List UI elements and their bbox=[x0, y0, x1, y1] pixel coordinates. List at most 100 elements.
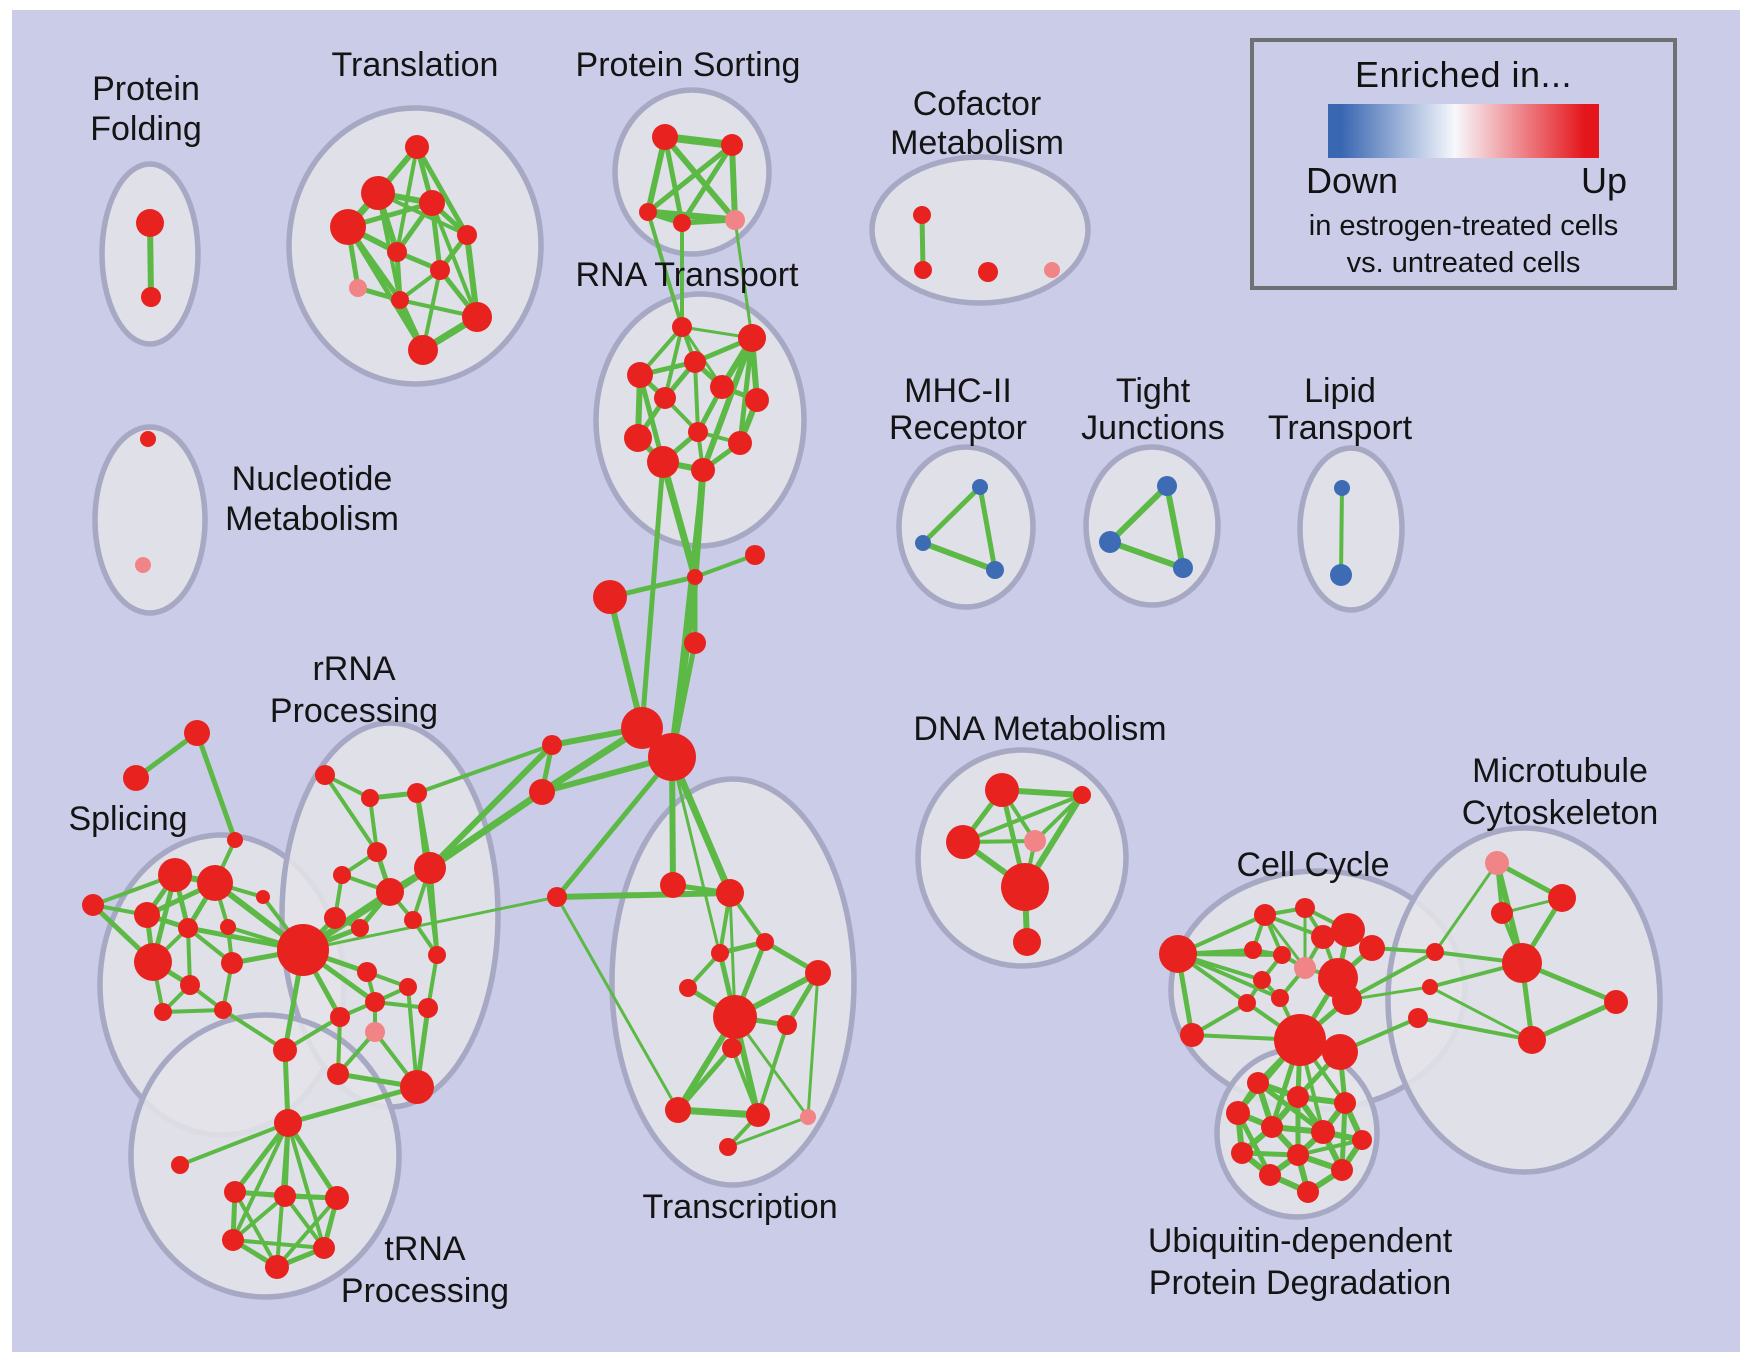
edge-u0-u1 bbox=[1107, 483, 1170, 545]
cluster-label-trna-processing: Processing bbox=[341, 1272, 509, 1310]
cluster-label-translation: Translation bbox=[332, 46, 499, 84]
node-v0 bbox=[1426, 943, 1444, 961]
node-s7 bbox=[178, 918, 198, 938]
node-r6 bbox=[745, 388, 769, 412]
node-k15 bbox=[1322, 1034, 1358, 1070]
node-t9 bbox=[462, 302, 492, 332]
node-RH bbox=[277, 924, 329, 976]
edge-d1-d2 bbox=[961, 793, 1084, 844]
edge-t0-t4 bbox=[414, 144, 470, 238]
cluster-label-mhc-ii-receptor: Receptor bbox=[889, 409, 1027, 447]
node-u0 bbox=[1157, 476, 1177, 496]
edge-n2-n7 bbox=[233, 1190, 279, 1269]
edge-r0-r5 bbox=[663, 325, 684, 400]
node-g13 bbox=[365, 992, 385, 1012]
cluster-label-tight-junctions: Tight bbox=[1116, 372, 1191, 410]
node-r9 bbox=[728, 431, 752, 455]
node-s1 bbox=[123, 765, 149, 791]
cluster-label-microtubule-cytoskeleton: Cytoskeleton bbox=[1462, 794, 1659, 832]
node-s0 bbox=[184, 720, 210, 746]
edge-q0-g5 bbox=[427, 742, 555, 871]
legend-title: Enriched in... bbox=[1354, 54, 1573, 95]
node-m1 bbox=[593, 580, 627, 614]
cluster-label-cofactor-metabolism: Metabolism bbox=[890, 124, 1064, 162]
node-ub8 bbox=[1287, 1144, 1309, 1166]
node-x0 bbox=[660, 872, 686, 898]
edge-n0-n2 bbox=[232, 1120, 291, 1195]
node-nm0 bbox=[140, 431, 156, 447]
node-x10 bbox=[746, 1103, 770, 1127]
node-g6 bbox=[376, 878, 404, 906]
node-s8 bbox=[220, 919, 236, 935]
node-q0 bbox=[542, 735, 562, 755]
node-k3 bbox=[1295, 898, 1315, 918]
edge-s0-s2 bbox=[194, 730, 238, 843]
cluster-label-trna-processing: tRNA bbox=[384, 1230, 466, 1268]
cluster-lipid-transport bbox=[1297, 445, 1405, 613]
node-v1 bbox=[1422, 979, 1438, 995]
node-H2 bbox=[648, 733, 696, 781]
node-r4 bbox=[710, 375, 734, 399]
edge-l0-l1 bbox=[1339, 486, 1344, 577]
cluster-label-lipid-transport: Transport bbox=[1268, 409, 1413, 447]
node-k7 bbox=[1273, 946, 1291, 964]
node-s14 bbox=[256, 890, 270, 904]
node-t1 bbox=[361, 176, 395, 210]
node-m0 bbox=[745, 545, 765, 565]
node-s9 bbox=[134, 943, 172, 981]
node-n3 bbox=[274, 1185, 296, 1207]
cluster-label-tight-junctions: Junctions bbox=[1081, 409, 1225, 447]
edge-n0-n6 bbox=[286, 1121, 326, 1250]
edge-h0-h1 bbox=[920, 484, 983, 546]
node-g8 bbox=[351, 919, 369, 937]
node-t10 bbox=[408, 335, 438, 365]
edge-r10-j0 bbox=[659, 458, 699, 581]
node-n5 bbox=[222, 1229, 244, 1251]
node-t8 bbox=[391, 291, 409, 309]
edge-s12-n8 bbox=[221, 1008, 287, 1052]
node-ub10 bbox=[1331, 1159, 1353, 1181]
node-x8 bbox=[722, 1038, 742, 1058]
node-r8 bbox=[624, 424, 652, 452]
edge-u0-u2 bbox=[1164, 483, 1186, 571]
edge-w0-H2 bbox=[554, 754, 675, 900]
node-d4 bbox=[1001, 863, 1049, 911]
node-g16 bbox=[418, 998, 438, 1018]
edge-mt4-mt5 bbox=[1529, 999, 1619, 1043]
node-r5 bbox=[654, 387, 676, 409]
edge-k2-k8 bbox=[1263, 913, 1307, 970]
node-k6 bbox=[1244, 941, 1262, 959]
node-ub0 bbox=[1247, 1072, 1269, 1094]
node-n0 bbox=[274, 1109, 302, 1137]
node-x4 bbox=[805, 960, 831, 986]
node-q1 bbox=[529, 779, 555, 805]
node-k0 bbox=[1159, 935, 1197, 973]
edge-p4-r1 bbox=[733, 218, 754, 340]
node-l1 bbox=[1330, 564, 1352, 586]
node-ub7 bbox=[1231, 1142, 1253, 1164]
legend-caption-line2: vs. untreated cells bbox=[1346, 247, 1581, 279]
edge-v0-mt0 bbox=[1433, 861, 1499, 954]
edge-p0-p4 bbox=[662, 134, 738, 223]
edge-k13-v0 bbox=[1345, 950, 1437, 1002]
node-k14 bbox=[1274, 1014, 1326, 1066]
edge-w0-x9 bbox=[555, 895, 680, 1112]
node-t7 bbox=[349, 279, 367, 297]
node-c3 bbox=[1044, 262, 1060, 278]
node-t6 bbox=[430, 260, 450, 280]
node-n8 bbox=[273, 1038, 297, 1062]
node-k16 bbox=[1359, 935, 1385, 961]
cluster-label-cell-cycle: Cell Cycle bbox=[1236, 846, 1389, 884]
legend-caption: in estrogen-treated cells vs. untreated … bbox=[1254, 208, 1673, 282]
node-g9 bbox=[404, 911, 422, 929]
node-v2 bbox=[1408, 1008, 1428, 1028]
cluster-cofactor-metabolism bbox=[869, 154, 1091, 306]
edge-g2-q0 bbox=[415, 743, 554, 795]
edge-x8-x9 bbox=[675, 1045, 735, 1113]
node-x2 bbox=[756, 933, 774, 951]
node-r3 bbox=[627, 362, 653, 388]
node-g17 bbox=[365, 1022, 385, 1042]
node-ub9 bbox=[1259, 1164, 1281, 1186]
cluster-microtubule-cytoskeleton bbox=[1385, 825, 1663, 1175]
